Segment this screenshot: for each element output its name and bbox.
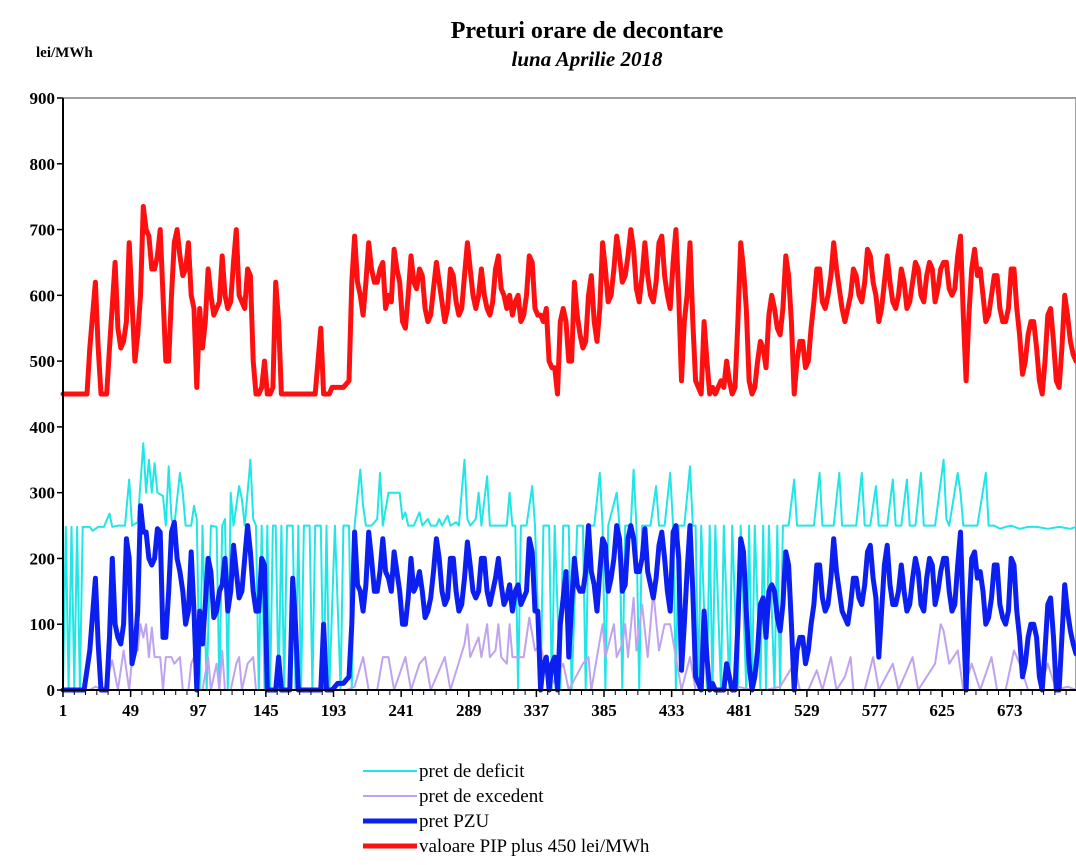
x-tick-label: 241	[388, 701, 414, 720]
series-line-4	[60, 204, 1076, 397]
y-tick-label: 700	[30, 221, 56, 240]
x-tick-label: 577	[862, 701, 888, 720]
axes-layer: 0 100 200 300 400 500 600 700 800 900 1 49 97 145 193 2…	[30, 89, 1076, 720]
legend-label-1: pret de deficit	[419, 761, 525, 782]
legend-label-3: pret PZU	[419, 811, 489, 832]
x-tick-label: 529	[794, 701, 820, 720]
y-tick-label: 200	[30, 549, 56, 568]
legend: pret de deficit pret de excedent pret PZU v…	[363, 761, 650, 857]
x-tick-label: 673	[997, 701, 1023, 720]
x-tick-label: 481	[727, 701, 753, 720]
legend-label-2: pret de excedent	[419, 786, 544, 807]
x-tick-label: 625	[929, 701, 955, 720]
chart-subtitle: luna Aprilie 2018	[512, 47, 663, 71]
y-tick-label: 400	[30, 418, 56, 437]
y-tick-label: 100	[30, 615, 56, 634]
y-tick-label: 900	[30, 89, 56, 108]
x-tick-label: 433	[659, 701, 685, 720]
y-tick-label: 300	[30, 484, 56, 503]
series-line-2	[62, 590, 1076, 691]
y-tick-label: 800	[30, 155, 56, 174]
series-layer	[60, 204, 1076, 693]
x-tick-label: 1	[59, 701, 68, 720]
chart-title: Preturi orare de decontare	[451, 18, 724, 44]
y-tick-label: 600	[30, 286, 56, 305]
x-tick-label: 289	[456, 701, 482, 720]
series-line-3	[60, 503, 1076, 693]
y-tick-label: 0	[47, 681, 56, 700]
x-tick-label: 337	[524, 701, 550, 720]
x-tick-label: 145	[253, 701, 279, 720]
y-axis-unit-label: lei/MWh	[36, 45, 93, 61]
legend-label-4: valoare PIP plus 450 lei/MWh	[419, 836, 650, 857]
x-tick-label: 49	[122, 701, 139, 720]
series-line-1	[62, 442, 1076, 691]
x-tick-label: 97	[190, 701, 208, 720]
y-tick-label: 500	[30, 352, 56, 371]
x-tick-label: 193	[321, 701, 347, 720]
x-tick-label: 385	[591, 701, 617, 720]
